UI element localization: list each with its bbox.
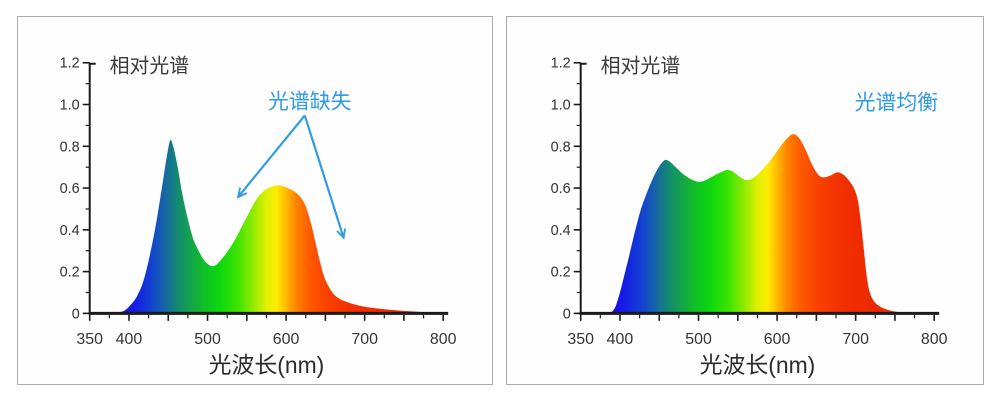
y-tick-label: 0.2 xyxy=(60,265,80,281)
x-axis-title: 光波长(nm) xyxy=(209,352,325,378)
spectrum-panel-deficient: 350 400 500 600 700 800 0 0.2 0.4 0.6 0.8 1.0 1.2 相对光… xyxy=(17,16,493,385)
x-tick-label: 500 xyxy=(194,331,221,348)
x-tick-label: 600 xyxy=(764,331,791,348)
annotation-label: 光谱均衡 xyxy=(855,92,939,115)
annotation-label: 光谱缺失 xyxy=(268,91,352,114)
y-tick-label: 0.6 xyxy=(551,181,571,197)
spectrum-area xyxy=(113,140,444,314)
y-tick-label: 0.4 xyxy=(551,223,571,239)
y-tick-label: 1.2 xyxy=(551,56,571,72)
y-tick-label: 0.8 xyxy=(551,139,571,155)
y-tick-label: 0.8 xyxy=(60,139,80,155)
chart-title: 相对光谱 xyxy=(601,55,681,78)
deficient-spectrum-chart: 350 400 500 600 700 800 0 0.2 0.4 0.6 0.8 1.0 1.2 相对光… xyxy=(60,55,457,378)
x-tick-label: 600 xyxy=(273,331,300,348)
x-axis-title: 光波长(nm) xyxy=(700,352,816,378)
x-tick-label: 500 xyxy=(685,331,712,348)
spectrum-area xyxy=(610,134,915,314)
chart-title: 相对光谱 xyxy=(110,55,190,78)
y-tick-label: 0 xyxy=(563,306,571,322)
y-tick-label: 1.0 xyxy=(60,98,80,114)
y-tick-label: 1.2 xyxy=(60,56,80,72)
x-tick-label: 400 xyxy=(607,331,634,348)
spectrum-panel-balanced: 350 400 500 600 700 800 0 0.2 0.4 0.6 0.8 1.0 1.2 相对光… xyxy=(506,16,984,385)
x-tick-label: 400 xyxy=(116,331,143,348)
y-tick-label: 0 xyxy=(72,306,80,322)
x-tick-label: 800 xyxy=(430,331,457,348)
y-tick-label: 0.6 xyxy=(60,181,80,197)
x-tick-label: 350 xyxy=(76,331,103,348)
x-tick-label: 350 xyxy=(567,331,594,348)
x-tick-label: 800 xyxy=(921,331,948,348)
y-tick-label: 0.4 xyxy=(60,223,80,239)
balanced-spectrum-chart: 350 400 500 600 700 800 0 0.2 0.4 0.6 0.8 1.0 1.2 相对光… xyxy=(551,55,948,378)
x-tick-label: 700 xyxy=(351,331,378,348)
y-tick-label: 1.0 xyxy=(551,98,571,114)
y-tick-label: 0.2 xyxy=(551,265,571,281)
annotation-arrow xyxy=(236,114,306,199)
annotation-arrow xyxy=(303,115,346,240)
x-tick-label: 700 xyxy=(842,331,869,348)
